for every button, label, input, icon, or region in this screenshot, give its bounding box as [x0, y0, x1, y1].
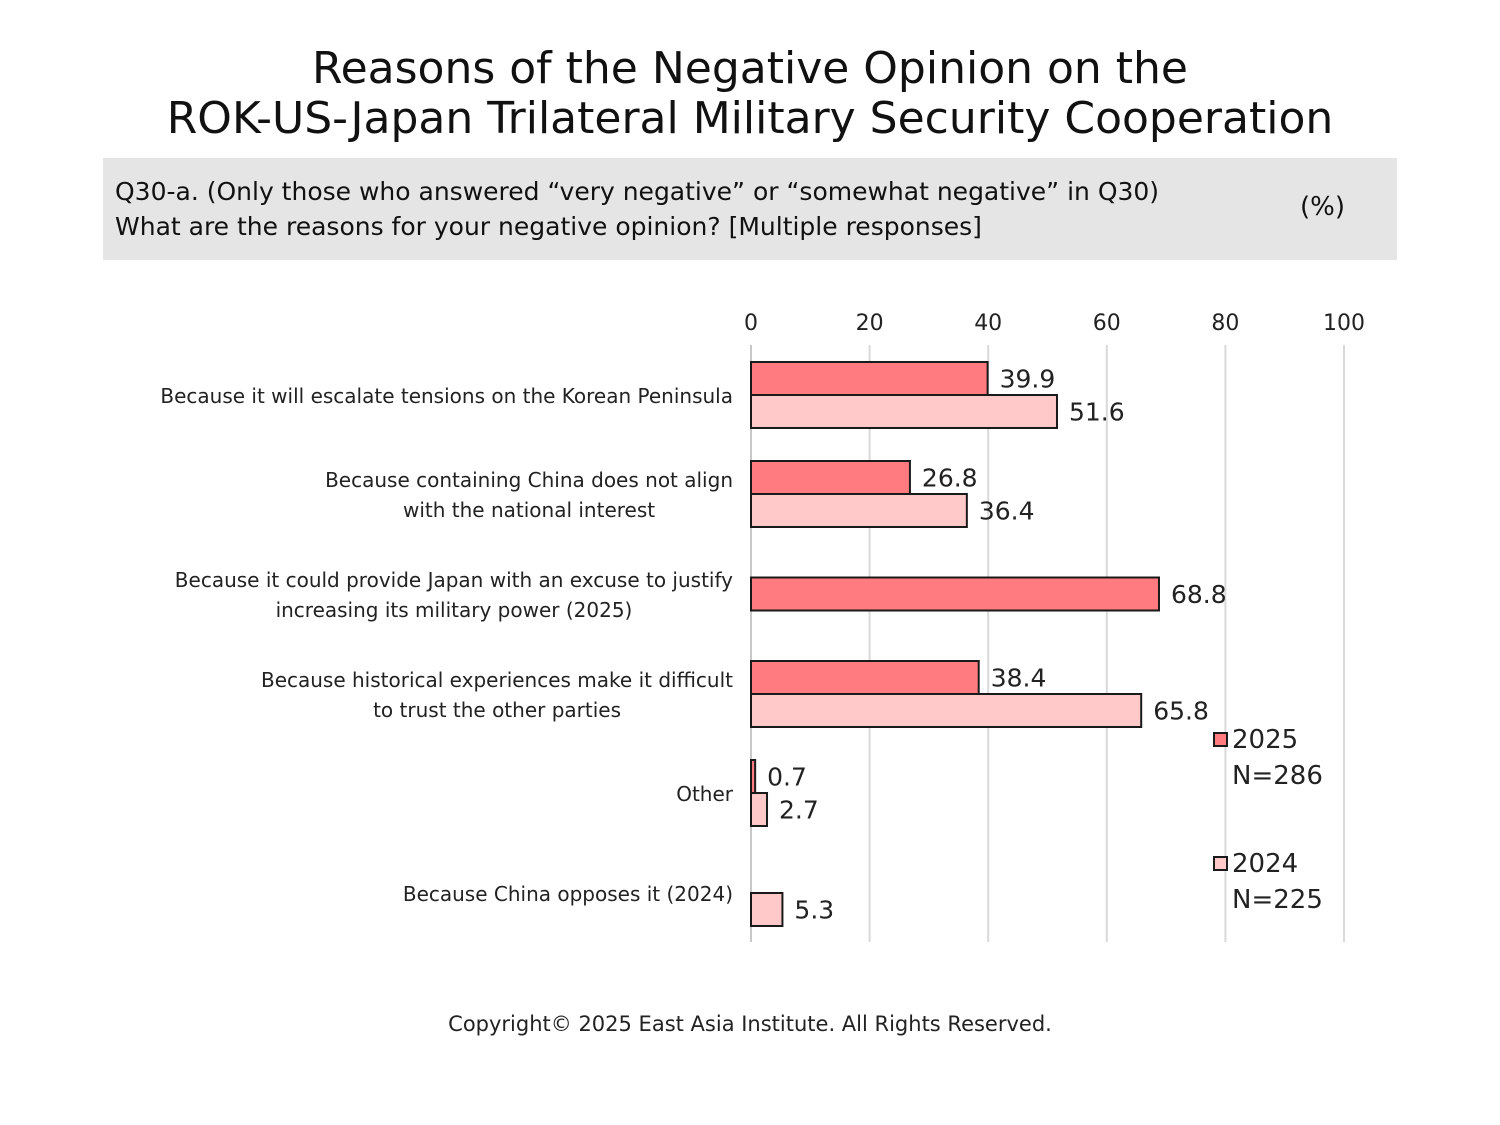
legend-label-2025: 2025	[1232, 725, 1298, 755]
bar-2024	[750, 493, 968, 528]
category-label: Because China opposes it (2024)	[403, 882, 733, 906]
question-box: Q30-a. (Only those who answered “very ne…	[103, 158, 1397, 260]
category-label: Because historical experiences make it d…	[261, 668, 733, 692]
legend-swatch-2025	[1213, 732, 1228, 747]
x-tick-label: 100	[1323, 311, 1365, 336]
category-label: with the national interest	[403, 498, 655, 522]
data-label-2024: 5.3	[794, 896, 834, 925]
data-label-2025: 38.4	[991, 664, 1047, 693]
category-label: to trust the other parties	[373, 698, 621, 722]
data-label-2024: 2.7	[779, 796, 819, 825]
data-label-2024: 36.4	[979, 497, 1035, 526]
question-text: Q30-a. (Only those who answered “very ne…	[115, 174, 1159, 244]
category-label: Because it could provide Japan with an e…	[175, 568, 733, 592]
x-tick-label: 20	[856, 311, 884, 336]
bar-2025	[750, 361, 989, 396]
x-tick-label: 80	[1211, 311, 1239, 336]
unit-label: (%)	[1300, 192, 1345, 222]
legend-n-2025: N=286	[1232, 761, 1323, 791]
bar-2024	[750, 792, 769, 827]
legend-label-2024: 2024	[1232, 849, 1298, 879]
bar-2025	[750, 660, 980, 695]
data-label-2024: 51.6	[1069, 398, 1125, 427]
data-label-2025: 68.8	[1171, 580, 1227, 609]
bar-2025	[750, 759, 757, 794]
legend-n-2024: N=225	[1232, 885, 1323, 915]
chart-title: Reasons of the Negative Opinion on the R…	[0, 44, 1500, 144]
data-label-2025: 26.8	[922, 464, 978, 493]
bar-2025	[750, 460, 911, 495]
chart-title-line-2: ROK-US-Japan Trilateral Military Securit…	[166, 93, 1334, 144]
question-line-2: What are the reasons for your negative o…	[115, 212, 982, 241]
category-label: Because containing China does not align	[325, 468, 733, 492]
category-label: Because it will escalate tensions on the…	[160, 384, 733, 408]
x-tick-label: 40	[974, 311, 1002, 336]
x-tick-label: 60	[1093, 311, 1121, 336]
chart-title-line-1: Reasons of the Negative Opinion on the	[311, 43, 1188, 94]
x-tick-label: 0	[744, 311, 758, 336]
bar-2025	[750, 576, 1160, 612]
bar-2024	[750, 693, 1143, 728]
copyright-footer: Copyright© 2025 East Asia Institute. All…	[448, 1012, 1052, 1036]
question-line-1: Q30-a. (Only those who answered “very ne…	[115, 177, 1160, 206]
data-label-2025: 39.9	[1000, 365, 1056, 394]
data-label-2024: 65.8	[1153, 697, 1209, 726]
category-label: increasing its military power (2025)	[276, 598, 633, 622]
category-label: Other	[676, 782, 734, 806]
data-label-2025: 0.7	[767, 763, 807, 792]
legend-swatch-2024	[1213, 856, 1228, 871]
bar-2024	[750, 394, 1058, 429]
bar-2024	[750, 892, 784, 927]
